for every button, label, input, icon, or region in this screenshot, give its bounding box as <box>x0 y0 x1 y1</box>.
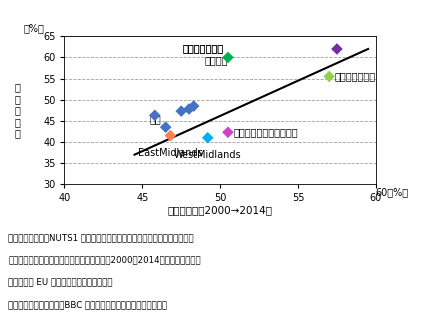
Y-axis label: 残
留
支
持
率: 残 留 支 持 率 <box>15 82 21 138</box>
Text: EastMidlands: EastMidlands <box>138 148 203 158</box>
Text: 備考：英国地域（NUTS1 レベル）。横軸は、フルタイム労働者の年間総賃: 備考：英国地域（NUTS1 レベル）。横軸は、フルタイム労働者の年間総賃 <box>8 233 194 242</box>
Text: 国の EU 離脱投票時の残留支持率。: 国の EU 離脱投票時の残留支持率。 <box>8 278 113 286</box>
Point <box>178 108 184 114</box>
Text: （%）: （%） <box>24 23 45 33</box>
Text: 金（賃金階層別の中央値）の伸び率（2000～2014年）。縦軸は、英: 金（賃金階層別の中央値）の伸び率（2000～2014年）。縦軸は、英 <box>8 255 201 264</box>
Text: 北東: 北東 <box>150 115 162 124</box>
Point <box>186 107 192 112</box>
X-axis label: 賃金伸び率（2000→2014）: 賃金伸び率（2000→2014） <box>167 205 273 215</box>
Point <box>162 125 169 130</box>
Text: ロンドン: ロンドン <box>204 55 228 65</box>
Point <box>225 55 232 60</box>
Text: ヨークシャー＆ハンバー: ヨークシャー＆ハンバー <box>234 127 298 137</box>
Text: 60（%）: 60（%） <box>376 187 409 197</box>
Point <box>167 133 174 138</box>
Point <box>190 103 197 108</box>
Point <box>204 135 211 140</box>
Point <box>326 74 332 79</box>
Text: 北アイルランド: 北アイルランド <box>335 71 376 81</box>
Text: 資料：英国国家統計局、BBC ウェブサイトから経済産業省作成。: 資料：英国国家統計局、BBC ウェブサイトから経済産業省作成。 <box>8 300 167 309</box>
Text: スコットランド: スコットランド <box>183 43 224 53</box>
Point <box>334 47 340 52</box>
Point <box>225 130 232 135</box>
Point <box>151 113 158 118</box>
Text: WestMidlands: WestMidlands <box>174 150 242 160</box>
Text: スコットランド: スコットランド <box>183 43 224 53</box>
